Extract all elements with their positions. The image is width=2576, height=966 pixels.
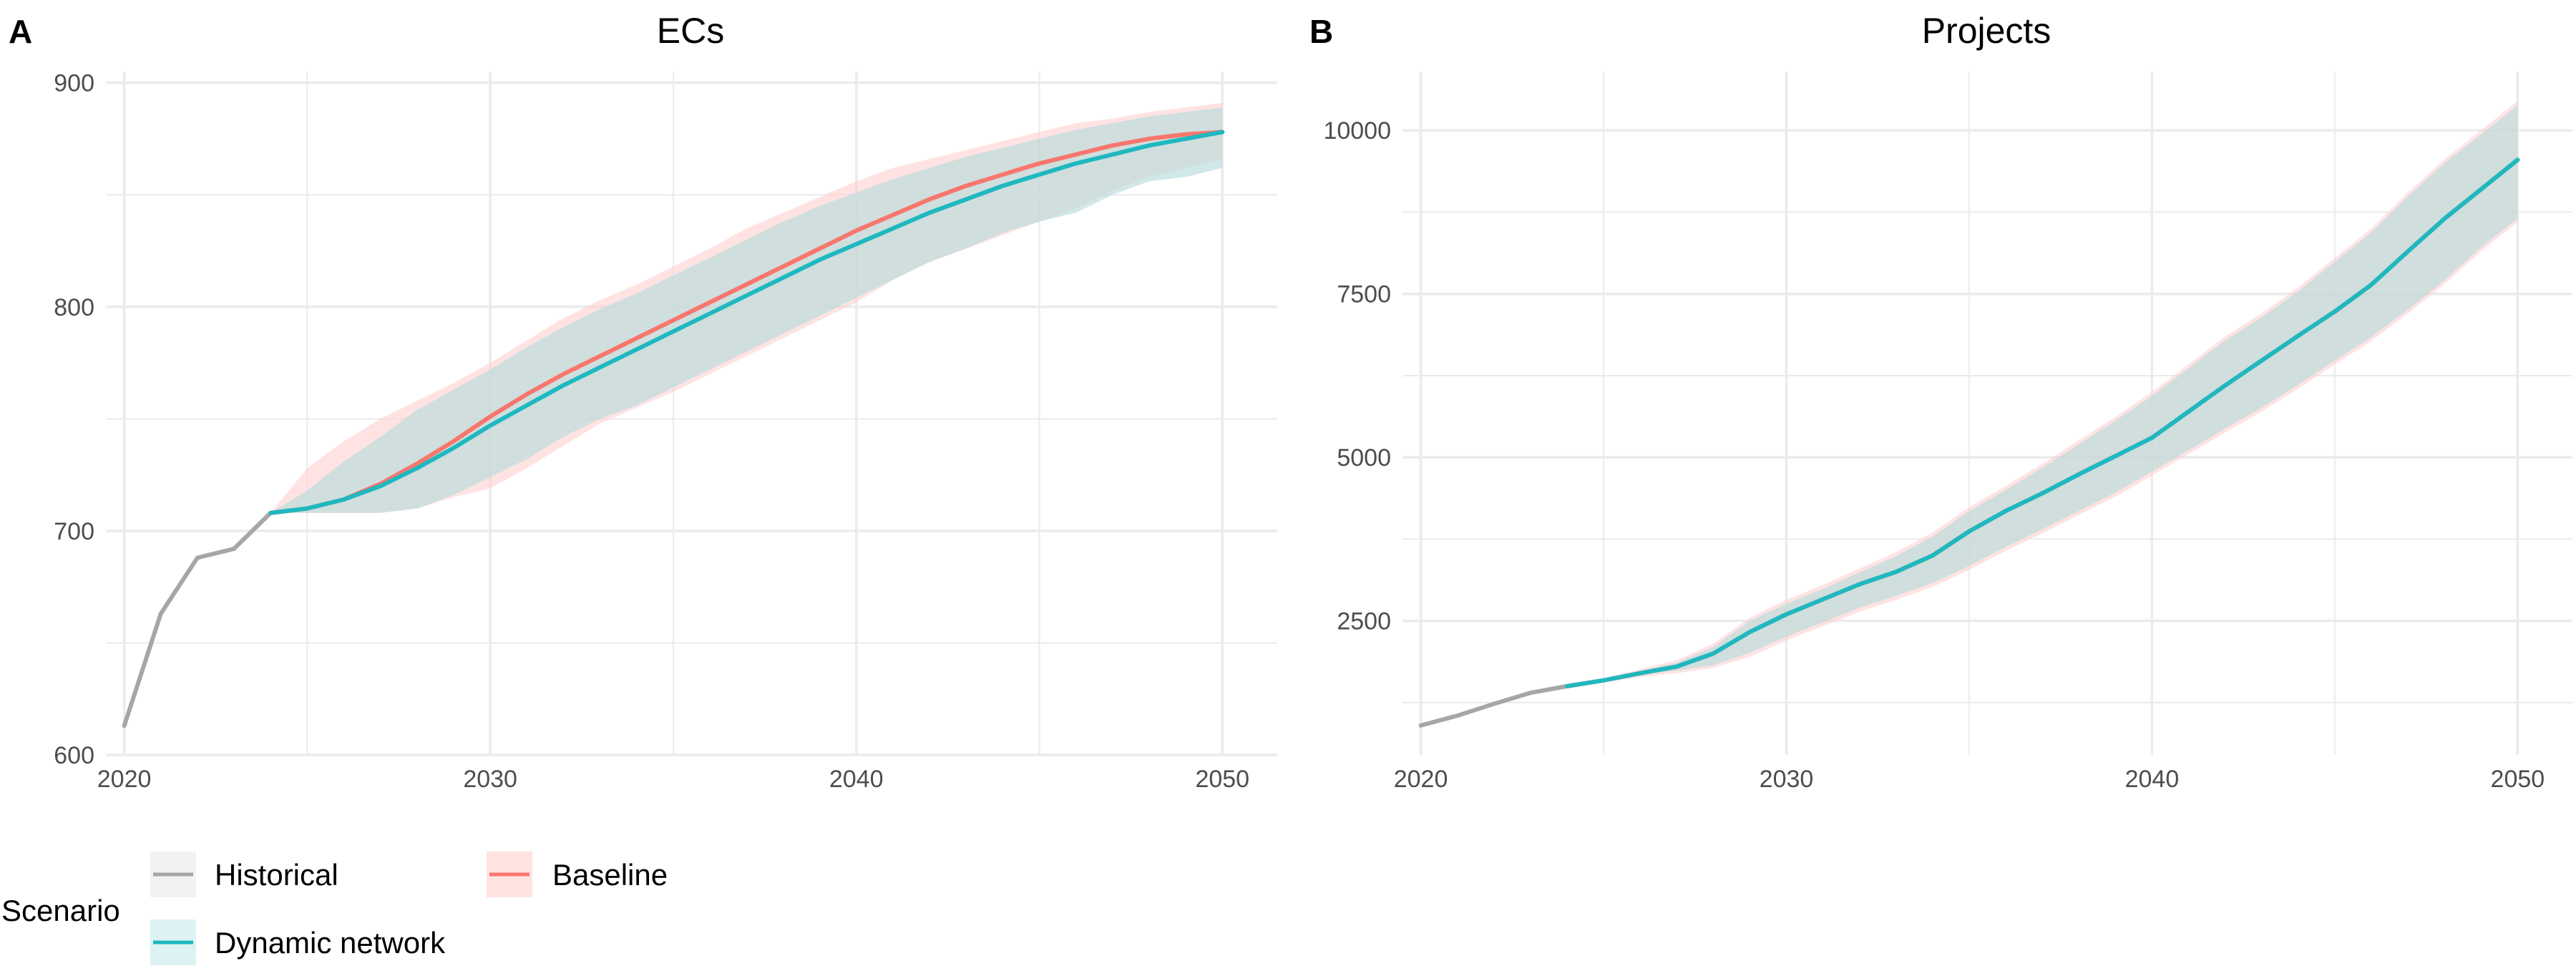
ecs-panel: A ECs 2020 2030 2040 2050 600 700 800 900 [9,11,1277,793]
ecs-y-tick-label: 800 [54,294,94,321]
projects-lines [1418,157,2520,728]
ecs-lines [122,130,1225,728]
ecs-y-tick-label: 600 [54,742,94,769]
projects-panel: B Projects 2020 2030 2040 2050 2500 5000 7500… [1309,11,2572,793]
projects-y-tick-label: 10000 [1323,117,1391,145]
projects-grid [1402,72,2572,755]
legend-title: Scenario [1,894,120,927]
projects-x-tick-label: 2050 [2491,766,2545,793]
ecs-x-axis: 2020 2030 2040 2050 [97,766,1249,793]
legend-item-dynamic-network: Dynamic network [150,919,446,965]
ecs-dynamic-network-line [268,130,1225,515]
ecs-historical-line [122,510,273,728]
ecs-y-axis: 600 700 800 900 [54,70,94,769]
legend-label-dynamic-network: Dynamic network [215,926,446,960]
projects-y-tick-label: 2500 [1337,608,1391,635]
projects-x-axis: 2020 2030 2040 2050 [1394,766,2545,793]
legend-label-historical: Historical [215,858,338,892]
ecs-x-tick-label: 2020 [97,766,152,793]
ecs-y-tick-label: 900 [54,70,94,97]
ecs-x-tick-label: 2030 [463,766,517,793]
projects-ribbons [1566,101,2518,687]
legend-item-historical: Historical [150,852,338,897]
panel-letter-a: A [9,13,32,50]
projects-x-tick-label: 2040 [2125,766,2180,793]
projects-y-axis: 2500 5000 7500 10000 [1323,117,1391,635]
projects-x-tick-label: 2020 [1394,766,1448,793]
projects-historical-line [1418,684,1569,728]
ecs-x-tick-label: 2040 [829,766,884,793]
legend-label-baseline: Baseline [552,858,668,892]
projects-dynamic-network-line [1564,157,2520,688]
projects-y-tick-label: 7500 [1337,281,1391,308]
projects-y-tick-label: 5000 [1337,444,1391,472]
legend-item-baseline: Baseline [487,852,668,897]
projects-baseline-ribbon [1566,101,2518,687]
ecs-baseline-line [268,130,1225,515]
ecs-x-tick-label: 2050 [1195,766,1249,793]
panel-letter-b: B [1309,13,1333,50]
ecs-dynamic-network-ribbon [270,107,1223,513]
ecs-ribbons [270,102,1223,513]
projects-panel-title: Projects [1922,11,2051,51]
ecs-panel-title: ECs [657,11,724,51]
projects-dynamic-network-ribbon [1566,105,2518,686]
projects-x-tick-label: 2030 [1760,766,1814,793]
ecs-y-tick-label: 700 [54,518,94,545]
legend: Scenario Historical Baseline Dynamic net… [1,852,668,965]
